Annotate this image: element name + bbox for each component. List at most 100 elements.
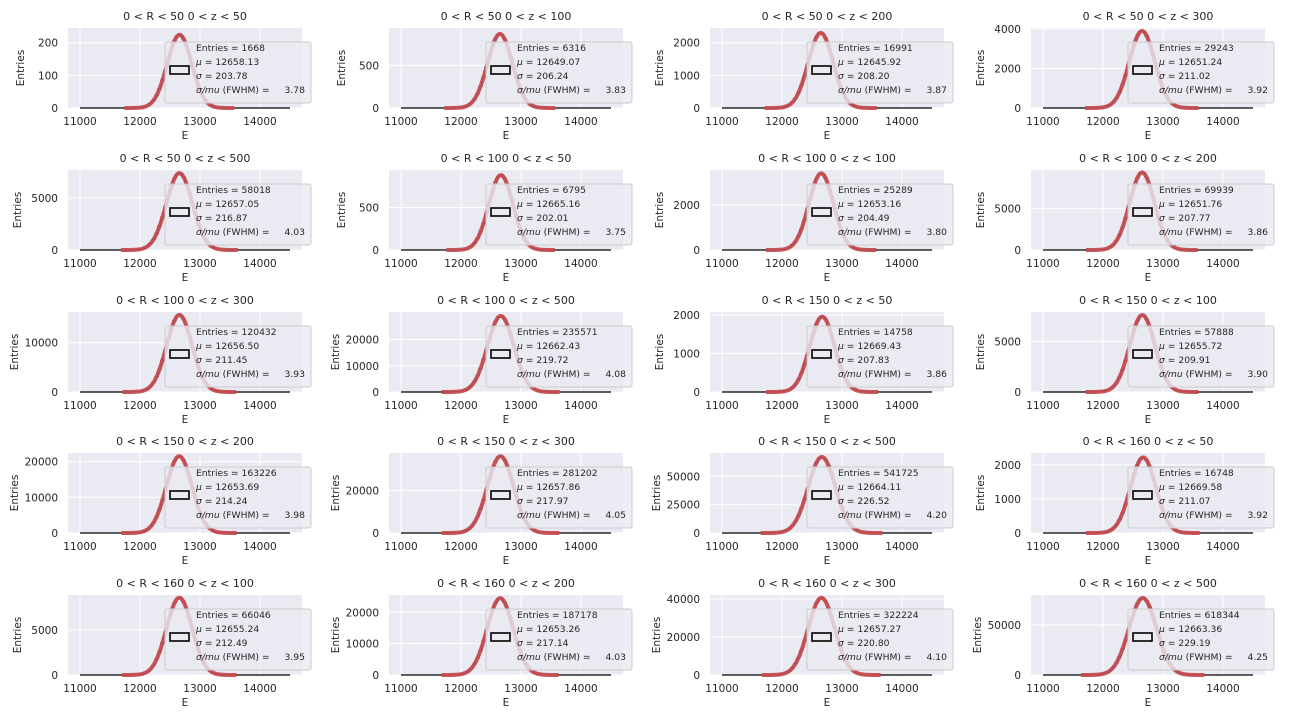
x-tick-label: 14000 bbox=[564, 683, 597, 695]
mu-symbol: μ bbox=[1158, 199, 1168, 210]
legend-handle bbox=[811, 490, 832, 500]
y-axis-label: Entries bbox=[651, 475, 663, 512]
sigma-symbol: σ bbox=[1159, 71, 1168, 82]
y-axis-label: Entries bbox=[972, 617, 984, 654]
gaussian-fit-line bbox=[1084, 170, 1200, 252]
gaussian-fit-line bbox=[440, 596, 560, 677]
legend-resolution-label: (FWHM) = bbox=[865, 369, 912, 380]
y-tick-label: 0 bbox=[372, 103, 379, 115]
legend-mu-value: = 12651.24 bbox=[1168, 57, 1223, 68]
legend-entries: Entries = 69939 bbox=[1159, 185, 1234, 196]
x-tick-label: 14000 bbox=[243, 683, 276, 695]
x-tick-label: 11000 bbox=[63, 258, 96, 270]
legend-resolution-value: 3.86 bbox=[927, 369, 948, 380]
legend-mu: μ = 12662.43 bbox=[516, 341, 580, 352]
legend-sigma: σ = 229.19 bbox=[1159, 638, 1211, 649]
mu-symbol: μ bbox=[837, 57, 847, 68]
sigma-over-mu-symbol: σ/mu bbox=[517, 510, 544, 521]
y-tick-label: 0 bbox=[372, 528, 379, 540]
legend-entries: Entries = 6316 bbox=[517, 43, 586, 54]
legend-box bbox=[485, 608, 633, 671]
legend-resolution-value: 3.86 bbox=[1248, 227, 1269, 238]
y-axis-label: Entries bbox=[975, 334, 987, 371]
legend-resolution-value: 3.92 bbox=[1248, 85, 1268, 96]
legend-box bbox=[1127, 41, 1275, 104]
legend-sigma-value: = 214.24 bbox=[205, 496, 248, 507]
sigma-over-mu-symbol: σ/mu bbox=[838, 652, 865, 663]
y-axis-label: Entries bbox=[12, 617, 24, 654]
legend-resolution-label: (FWHM) = bbox=[223, 85, 270, 96]
x-tick-label: 11000 bbox=[63, 400, 96, 412]
legend-sigma: σ = 212.49 bbox=[196, 638, 248, 649]
legend-mu-value: = 12657.86 bbox=[526, 482, 581, 493]
legend-sigma-value: = 216.87 bbox=[205, 213, 248, 224]
sigma-symbol: σ bbox=[517, 638, 526, 649]
x-tick-label: 13000 bbox=[183, 683, 216, 695]
mu-symbol: μ bbox=[195, 341, 205, 352]
subplot-20: 0 < R < 160 0 < z < 500 11000 12000 13000 14… bbox=[972, 577, 1275, 709]
legend-sigma-value: = 204.49 bbox=[847, 213, 890, 224]
legend-handle bbox=[490, 632, 511, 642]
subplot-14: 0 < R < 150 0 < z < 300 11000 12000 13000 14… bbox=[330, 435, 633, 567]
legend-resolution-label: (FWHM) = bbox=[1186, 510, 1233, 521]
y-tick-label: 20000 bbox=[667, 632, 700, 644]
x-axis-label: E bbox=[503, 697, 510, 709]
x-tick-label: 13000 bbox=[825, 541, 858, 553]
sigma-symbol: σ bbox=[838, 355, 847, 366]
legend-mu-value: = 12653.26 bbox=[526, 624, 581, 635]
legend-entries: Entries = 281202 bbox=[517, 468, 598, 479]
mu-symbol: μ bbox=[516, 341, 526, 352]
y-tick-label: 2000 bbox=[673, 310, 700, 322]
legend-sigma: σ = 203.78 bbox=[196, 71, 248, 82]
legend-resolution-value: 4.03 bbox=[606, 652, 627, 663]
legend-mu: μ = 12664.11 bbox=[837, 482, 901, 493]
x-tick-label: 13000 bbox=[183, 116, 216, 128]
y-tick-label: 0 bbox=[693, 103, 700, 115]
x-tick-label: 11000 bbox=[705, 683, 738, 695]
x-tick-label: 11000 bbox=[705, 400, 738, 412]
y-tick-label: 0 bbox=[372, 670, 379, 682]
y-tick-label: 0 bbox=[693, 528, 700, 540]
sigma-symbol: σ bbox=[517, 496, 526, 507]
legend-resolution-label: (FWHM) = bbox=[223, 510, 270, 521]
y-tick-label: 0 bbox=[51, 245, 58, 257]
sigma-over-mu-symbol: σ/mu bbox=[196, 652, 223, 663]
gaussian-fit-line bbox=[764, 314, 880, 394]
x-tick-label: 11000 bbox=[1026, 116, 1059, 128]
x-tick-label: 14000 bbox=[1206, 683, 1239, 695]
subplot-15: 0 < R < 150 0 < z < 500 11000 12000 13000 14… bbox=[651, 435, 954, 567]
x-tick-label: 13000 bbox=[504, 116, 537, 128]
subplot-7: 0 < R < 100 0 < z < 100 11000 12000 13000 14… bbox=[654, 152, 954, 284]
y-tick-label: 0 bbox=[693, 245, 700, 257]
mu-symbol: μ bbox=[1158, 482, 1168, 493]
subplot-17: 0 < R < 160 0 < z < 100 11000 12000 13000 14… bbox=[12, 577, 312, 709]
legend-mu: μ = 12653.26 bbox=[516, 624, 580, 635]
x-tick-label: 12000 bbox=[444, 541, 477, 553]
legend-box bbox=[1127, 325, 1275, 388]
y-tick-label: 0 bbox=[51, 103, 58, 115]
x-tick-label: 11000 bbox=[705, 541, 738, 553]
legend-resolution-value: 4.20 bbox=[927, 510, 948, 521]
legend-sigma-value: = 217.97 bbox=[526, 496, 569, 507]
subplot-title: 0 < R < 100 0 < z < 100 bbox=[758, 152, 896, 165]
subplot-title: 0 < R < 150 0 < z < 50 bbox=[762, 294, 893, 307]
x-tick-label: 13000 bbox=[504, 400, 537, 412]
y-tick-label: 1000 bbox=[673, 349, 700, 361]
legend-handle bbox=[490, 349, 511, 359]
y-axis-label: Entries bbox=[336, 192, 348, 229]
x-tick-label: 12000 bbox=[765, 541, 798, 553]
y-tick-label: 0 bbox=[693, 387, 700, 399]
legend-handle bbox=[811, 65, 832, 75]
sigma-symbol: σ bbox=[196, 355, 205, 366]
y-tick-label: 1000 bbox=[673, 70, 700, 82]
legend-box bbox=[1127, 466, 1275, 529]
x-tick-label: 14000 bbox=[1206, 400, 1239, 412]
sigma-over-mu-symbol: σ/mu bbox=[1159, 369, 1186, 380]
subplot-title: 0 < R < 160 0 < z < 50 bbox=[1083, 435, 1214, 448]
subplot-11: 0 < R < 150 0 < z < 50 11000 12000 13000 140… bbox=[654, 294, 954, 426]
legend-sigma-value: = 220.80 bbox=[847, 638, 890, 649]
x-tick-label: 14000 bbox=[1206, 258, 1239, 270]
y-tick-label: 0 bbox=[372, 387, 379, 399]
legend-sigma: σ = 216.87 bbox=[196, 213, 248, 224]
